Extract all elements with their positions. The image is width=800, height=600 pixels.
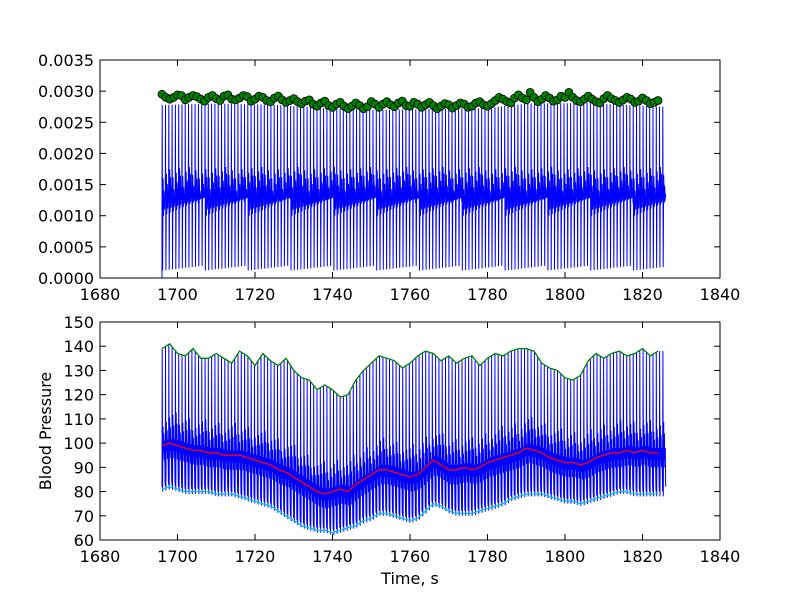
y-tick-label: 120 bbox=[63, 386, 94, 405]
y-tick-label: 80 bbox=[74, 483, 94, 502]
x-tick-label: 1820 bbox=[622, 285, 663, 304]
x-tick-label: 1800 bbox=[545, 285, 586, 304]
x-tick-label: 1840 bbox=[700, 547, 741, 566]
bottom-y-axis-label: Blood Pressure bbox=[36, 372, 55, 491]
top-chart-panel: 1680 1700 1720 1740 1760 1780 1800 1820 1840 0.00… bbox=[38, 51, 740, 304]
y-tick-label: 90 bbox=[74, 458, 94, 477]
bottom-plot-frame bbox=[99, 321, 721, 541]
y-tick-label: 130 bbox=[63, 361, 94, 380]
top-plot-marks bbox=[157, 88, 667, 278]
y-tick-label: 110 bbox=[63, 410, 94, 429]
x-tick-label: 1800 bbox=[545, 547, 586, 566]
systolic-envelope-line bbox=[161, 342, 659, 398]
bottom-plot-marks bbox=[161, 342, 667, 535]
x-tick-label: 1840 bbox=[700, 285, 741, 304]
x-tick-label: 1720 bbox=[235, 547, 276, 566]
y-tick-label: 150 bbox=[63, 313, 94, 332]
y-tick-label: 0.0025 bbox=[38, 113, 94, 132]
y-tick-label: 0.0035 bbox=[38, 51, 94, 70]
x-tick-label: 1680 bbox=[80, 285, 121, 304]
x-tick-label: 1780 bbox=[467, 285, 508, 304]
x-tick-label: 1740 bbox=[312, 285, 353, 304]
y-tick-label: 60 bbox=[74, 531, 94, 550]
y-tick-label: 100 bbox=[63, 434, 94, 453]
x-tick-label: 1820 bbox=[622, 547, 663, 566]
bottom-axes: 1680 1700 1720 1740 1760 1780 1800 1820 1840 60 70… bbox=[63, 313, 740, 566]
x-tick-label: 1760 bbox=[390, 547, 431, 566]
x-tick-label: 1700 bbox=[157, 285, 198, 304]
diastolic-envelope-line bbox=[161, 486, 658, 534]
y-tick-label: 70 bbox=[74, 507, 94, 526]
y-tick-label: 0.0020 bbox=[38, 144, 94, 163]
x-tick-label: 1780 bbox=[467, 547, 508, 566]
y-tick-label: 0.0005 bbox=[38, 238, 94, 257]
bottom-chart-panel: 1680 1700 1720 1740 1760 1780 1800 1820 1840 60 70… bbox=[36, 313, 740, 588]
peak-marker bbox=[521, 95, 531, 105]
x-tick-label: 1760 bbox=[390, 285, 431, 304]
bottom-x-axis-label: Time, s bbox=[380, 569, 439, 588]
y-tick-label: 0.0015 bbox=[38, 176, 94, 195]
peak-marker bbox=[653, 96, 663, 105]
x-tick-label: 1680 bbox=[80, 547, 121, 566]
mean-pressure-line bbox=[161, 442, 658, 495]
y-tick-label: 0.0000 bbox=[38, 269, 94, 288]
top-signal-line bbox=[161, 102, 667, 278]
top-plot-frame bbox=[99, 59, 721, 279]
x-tick-label: 1740 bbox=[312, 547, 353, 566]
x-tick-label: 1720 bbox=[235, 285, 276, 304]
y-tick-label: 140 bbox=[63, 337, 94, 356]
y-tick-label: 0.0010 bbox=[38, 207, 94, 226]
bottom-signal-line bbox=[161, 344, 667, 535]
y-tick-label: 0.0030 bbox=[38, 82, 94, 101]
x-tick-label: 1700 bbox=[157, 547, 198, 566]
